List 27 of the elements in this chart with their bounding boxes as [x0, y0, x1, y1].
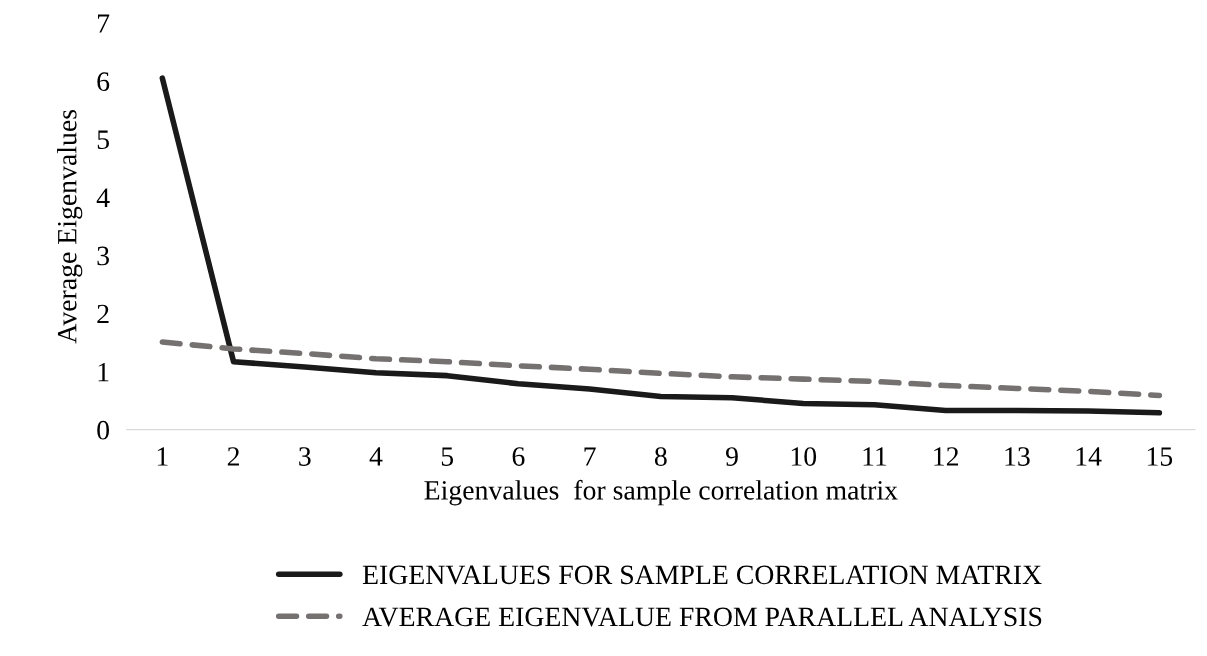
x-tick-label: 5	[441, 447, 454, 466]
legend-label: AVERAGE EIGENVALUE FROM PARALLEL ANALYSIS	[362, 607, 1042, 627]
x-tick-label: 7	[584, 447, 596, 466]
y-tick-label: 7	[98, 14, 110, 33]
x-axis-title: Eigenvalues for sample correlation matrix	[424, 479, 898, 506]
y-tick-label: 0	[97, 420, 110, 440]
y-tick-label: 2	[97, 304, 109, 324]
y-tick-label: 5	[97, 130, 109, 150]
x-tick-label: 9	[726, 447, 738, 466]
y-tick-label: 6	[97, 72, 110, 91]
x-tick-label: 12	[934, 447, 959, 466]
x-tick-label: 10	[791, 447, 817, 466]
x-tick-label: 6	[512, 447, 525, 466]
y-tick-label: 3	[97, 246, 109, 266]
x-tick-label: 4	[369, 447, 383, 466]
x-tick-label: 13	[1005, 447, 1030, 466]
legend-label: EIGENVALUES FOR SAMPLE CORRELATION MATRIX	[362, 565, 1042, 585]
x-tick-label: 2	[227, 447, 239, 466]
x-tick-label: 15	[1147, 447, 1173, 466]
x-tick-label: 11	[863, 447, 887, 466]
x-tick-label: 14	[1076, 447, 1102, 466]
y-axis-title: Average Eigenvalues	[57, 109, 83, 344]
x-tick-label: 8	[654, 447, 667, 466]
y-tick-label: 4	[96, 188, 110, 207]
x-tick-label: 1	[157, 447, 168, 466]
x-tick-label: 3	[299, 447, 311, 466]
y-tick-label: 1	[98, 362, 109, 382]
